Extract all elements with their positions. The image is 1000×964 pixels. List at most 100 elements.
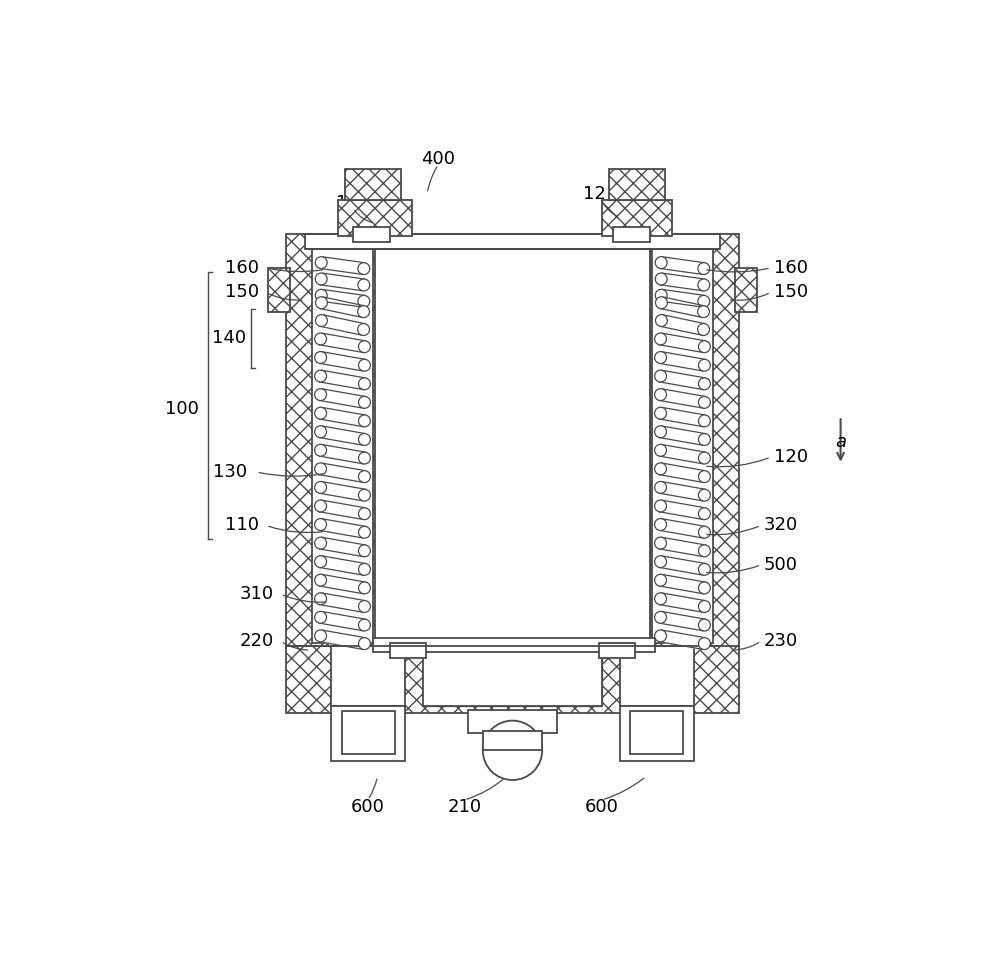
Circle shape (655, 273, 667, 285)
Polygon shape (320, 334, 365, 353)
Circle shape (655, 593, 666, 604)
Circle shape (655, 314, 667, 327)
Polygon shape (320, 537, 365, 556)
Circle shape (698, 526, 710, 538)
Circle shape (316, 297, 327, 308)
Circle shape (698, 601, 710, 612)
Circle shape (655, 333, 666, 345)
Bar (305, 234, 720, 250)
Circle shape (359, 396, 370, 409)
Polygon shape (660, 408, 705, 427)
Circle shape (359, 508, 370, 520)
Circle shape (316, 314, 327, 327)
Circle shape (315, 463, 327, 475)
Circle shape (315, 370, 327, 382)
Circle shape (315, 500, 327, 512)
Circle shape (359, 545, 370, 557)
Circle shape (315, 407, 327, 419)
Bar (268, 268, 290, 312)
Text: 130: 130 (213, 463, 247, 481)
Polygon shape (660, 370, 705, 389)
Bar (373, 638, 655, 652)
Polygon shape (660, 334, 705, 353)
Polygon shape (660, 575, 705, 594)
Bar (353, 228, 390, 242)
Text: 160: 160 (225, 259, 259, 277)
Text: 150: 150 (225, 283, 259, 302)
Text: 121: 121 (583, 185, 617, 202)
Polygon shape (660, 297, 705, 317)
Polygon shape (320, 444, 365, 464)
Circle shape (359, 619, 370, 631)
Circle shape (359, 452, 370, 464)
Bar (345, 169, 401, 201)
Circle shape (315, 593, 327, 604)
Circle shape (315, 333, 327, 345)
Circle shape (315, 519, 327, 530)
Circle shape (655, 519, 666, 530)
Polygon shape (660, 426, 705, 445)
Circle shape (655, 370, 666, 382)
Bar (423, 643, 602, 706)
Text: 230: 230 (763, 632, 798, 650)
Polygon shape (660, 593, 705, 612)
Bar (305, 238, 720, 650)
Circle shape (315, 273, 327, 285)
Text: 120: 120 (774, 448, 808, 467)
Text: 600: 600 (351, 798, 385, 817)
Text: 140: 140 (212, 330, 246, 347)
Text: 150: 150 (774, 283, 808, 302)
Circle shape (698, 563, 710, 576)
Circle shape (655, 444, 666, 456)
Circle shape (655, 500, 666, 512)
Bar (331, 647, 405, 706)
Circle shape (698, 262, 710, 275)
Polygon shape (660, 482, 705, 501)
Text: 160: 160 (774, 259, 808, 277)
Circle shape (315, 629, 327, 642)
Polygon shape (660, 388, 705, 408)
Circle shape (655, 611, 666, 624)
Circle shape (655, 575, 666, 586)
Circle shape (315, 481, 327, 494)
Circle shape (698, 396, 710, 409)
Bar (652, 242, 713, 643)
Text: 110: 110 (225, 517, 259, 534)
Polygon shape (320, 630, 365, 650)
Circle shape (359, 582, 370, 594)
Circle shape (359, 378, 370, 389)
Circle shape (359, 340, 370, 353)
Circle shape (698, 452, 710, 464)
Circle shape (655, 297, 667, 308)
Circle shape (358, 306, 370, 317)
Polygon shape (320, 611, 365, 630)
Circle shape (698, 279, 710, 291)
Bar (468, 710, 557, 734)
Polygon shape (320, 556, 365, 576)
Text: 500: 500 (763, 556, 797, 574)
Bar (483, 731, 542, 750)
Circle shape (698, 360, 710, 371)
Bar (390, 643, 426, 657)
Circle shape (698, 619, 710, 631)
Polygon shape (320, 314, 365, 335)
Bar (423, 643, 602, 706)
Circle shape (698, 415, 710, 427)
Bar (342, 711, 395, 754)
Polygon shape (660, 611, 705, 630)
Circle shape (655, 537, 666, 549)
Polygon shape (320, 426, 365, 445)
Circle shape (315, 256, 327, 269)
Circle shape (358, 279, 370, 291)
Bar (338, 201, 412, 236)
Circle shape (359, 637, 370, 650)
Circle shape (655, 352, 666, 363)
Circle shape (698, 340, 710, 353)
Polygon shape (660, 463, 705, 482)
Circle shape (359, 360, 370, 371)
Circle shape (358, 262, 370, 275)
Circle shape (315, 444, 327, 456)
Polygon shape (660, 519, 705, 538)
Circle shape (315, 289, 327, 301)
Polygon shape (660, 537, 705, 556)
